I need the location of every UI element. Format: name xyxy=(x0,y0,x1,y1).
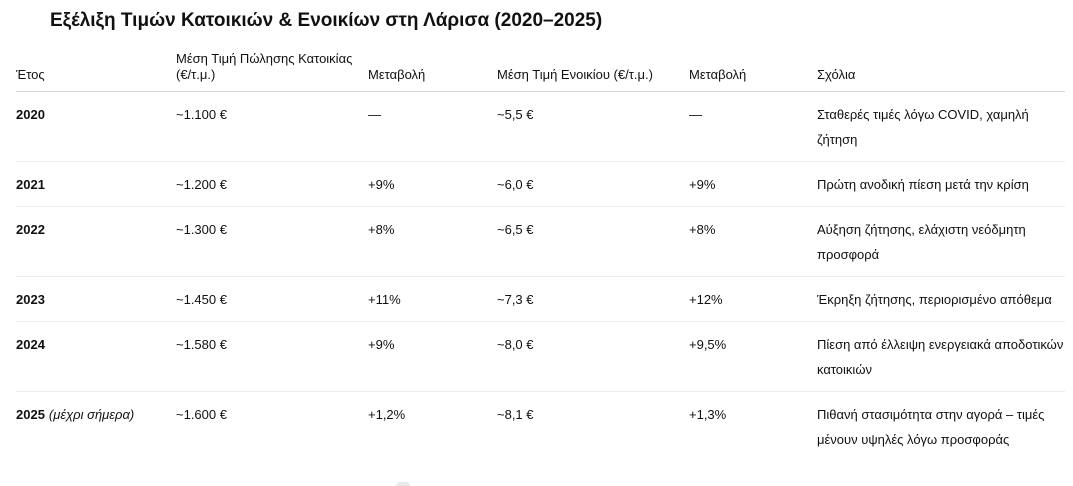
cell-sale-change: +1,2% xyxy=(368,407,406,422)
table-row: 2022 ~1.300 € +8% ~6,5 € +8% Αύξηση ζήτη… xyxy=(16,206,1065,277)
cell-rent-price: ~7,3 € xyxy=(497,276,689,322)
header-rent-change: Μεταβολή xyxy=(689,48,817,92)
header-rent-price: Μέση Τιμή Ενοικίου (€/τ.μ.) xyxy=(497,48,689,92)
table-row: 2025 (μέχρι σήμερα) ~1.600 € +1,2% ~8,1 €… xyxy=(16,392,1065,462)
cell-sale-price: ~1.200 € xyxy=(176,161,368,207)
scroll-indicator[interactable] xyxy=(396,482,410,486)
year-label: 2023 xyxy=(16,292,45,307)
year-label: 2024 xyxy=(16,337,45,352)
cell-year: 2020 xyxy=(16,91,176,162)
header-comments: Σχόλια xyxy=(817,48,1065,92)
cell-sale-change: +8% xyxy=(368,206,497,277)
cell-year: 2025 (μέχρι σήμερα) xyxy=(16,392,176,462)
year-label: 2022 xyxy=(16,222,45,237)
price-table: Έτος Μέση Τιμή Πώλησης Κατοικίας (€/τ.μ.… xyxy=(16,48,1065,461)
cell-year: 2024 xyxy=(16,321,176,392)
cell-comment: Πιθανή στασιμότητα στην αγορά – τιμές μέ… xyxy=(817,407,1045,447)
cell-sale-price: ~1.300 € xyxy=(176,206,368,277)
header-year: Έτος xyxy=(16,48,176,92)
cell-comment: Πρώτη ανοδική πίεση μετά την κρίση xyxy=(817,161,1065,207)
year-note: (μέχρι σήμερα) xyxy=(48,407,135,422)
cell-rent-price: ~6,5 € xyxy=(497,206,689,277)
cell-sale-price: ~1.450 € xyxy=(176,276,368,322)
cell-sale-change: +11% xyxy=(368,276,497,322)
header-sale-price: Μέση Τιμή Πώλησης Κατοικίας (€/τ.μ.) xyxy=(176,48,368,92)
cell-year: 2023 xyxy=(16,276,176,322)
cell-comment: Σταθερές τιμές λόγω COVID, χαμηλή ζήτηση xyxy=(817,91,1065,162)
cell-sale-change: +9% xyxy=(368,321,497,392)
cell-rent-price: ~6,0 € xyxy=(497,161,689,207)
cell-rent-price: ~8,0 € xyxy=(497,321,689,392)
cell-rent-price: ~5,5 € xyxy=(497,91,689,162)
cell-sale-price: ~1.580 € xyxy=(176,321,368,392)
cell-rent-change: +9% xyxy=(689,161,817,207)
cell-rent-change: +8% xyxy=(689,206,817,277)
year-label: 2020 xyxy=(16,107,45,122)
header-sale-change: Μεταβολή xyxy=(368,48,497,92)
cell-rent-change: +1,3% xyxy=(689,407,727,422)
cell-sale-price: ~1.100 € xyxy=(176,91,368,162)
cell-rent-change: +12% xyxy=(689,276,817,322)
table-row: 2023 ~1.450 € +11% ~7,3 € +12% Έκρηξη ζή… xyxy=(16,276,1065,322)
cell-comment: Αύξηση ζήτησης, ελάχιστη νεόδμητη προσφο… xyxy=(817,206,1065,277)
table-row: 2024 ~1.580 € +9% ~8,0 € +9,5% Πίεση από… xyxy=(16,321,1065,392)
cell-comment: Πίεση από έλλειψη ενεργειακά αποδοτικών … xyxy=(817,321,1065,392)
table-row: 2020 ~1.100 € — ~5,5 € — Σταθερές τιμές … xyxy=(16,91,1065,162)
cell-year: 2021 xyxy=(16,161,176,207)
cell-sale-change: +9% xyxy=(368,161,497,207)
page-title: Εξέλιξη Τιμών Κατοικιών & Ενοικίων στη Λ… xyxy=(50,10,603,31)
cell-sale-change: — xyxy=(368,91,497,162)
cell-comment: Έκρηξη ζήτησης, περιορισμένο απόθεμα xyxy=(817,276,1065,322)
cell-rent-change: — xyxy=(689,91,817,162)
table-header-row: Έτος Μέση Τιμή Πώλησης Κατοικίας (€/τ.μ.… xyxy=(16,48,1065,92)
cell-rent-change: +9,5% xyxy=(689,321,817,392)
table-row: 2021 ~1.200 € +9% ~6,0 € +9% Πρώτη ανοδι… xyxy=(16,161,1065,207)
cell-sale-price: ~1.600 € xyxy=(176,407,227,422)
year-label: 2021 xyxy=(16,177,45,192)
cell-year: 2022 xyxy=(16,206,176,277)
year-label: 2025 xyxy=(16,407,45,422)
cell-rent-price: ~8,1 € xyxy=(497,407,534,422)
